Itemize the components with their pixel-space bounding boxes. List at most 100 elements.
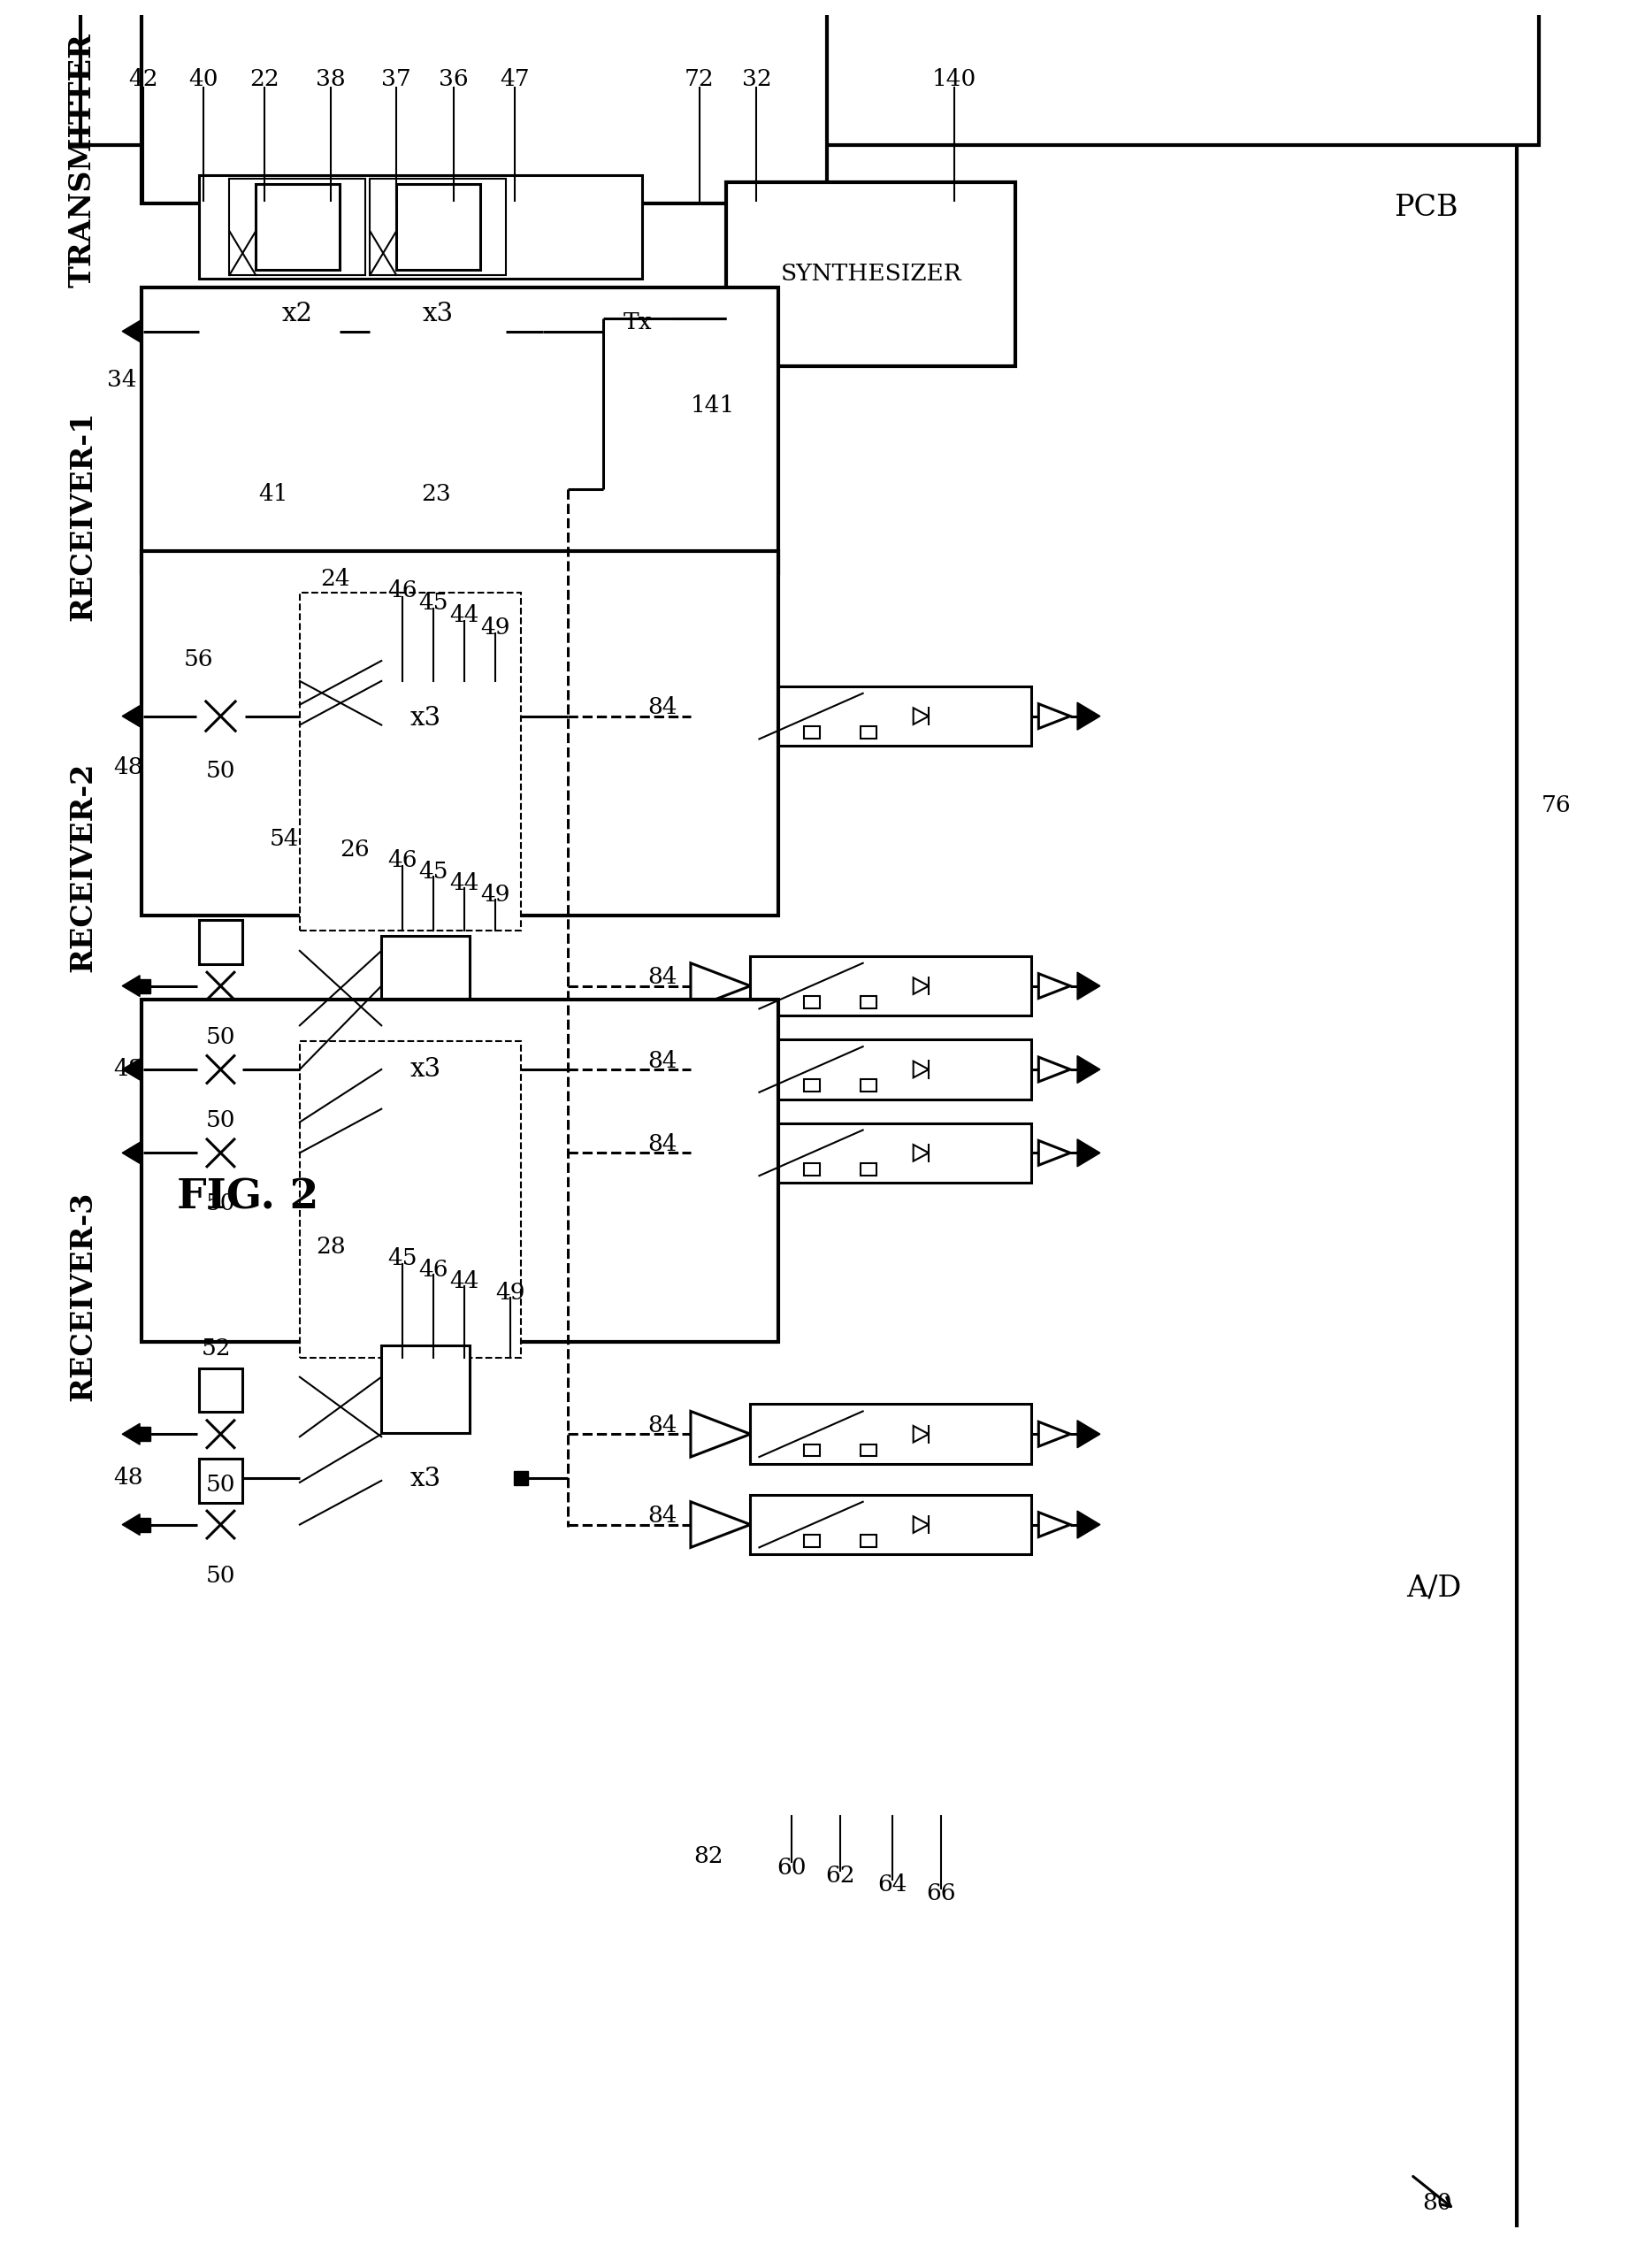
Bar — [381, 937, 469, 1023]
Text: 45: 45 — [388, 1247, 417, 1270]
Bar — [725, 181, 1015, 367]
Text: 23: 23 — [421, 483, 452, 506]
Text: 76: 76 — [1540, 794, 1571, 816]
Bar — [804, 1163, 820, 1175]
Text: 47: 47 — [500, 68, 530, 91]
Bar — [804, 1445, 820, 1456]
Bar — [396, 184, 479, 270]
Text: 62: 62 — [825, 1864, 854, 1887]
Text: 49: 49 — [496, 1281, 525, 1304]
Polygon shape — [122, 975, 140, 996]
Bar — [750, 957, 1032, 1016]
Text: 46: 46 — [388, 578, 417, 601]
Text: 28: 28 — [316, 1236, 346, 1259]
Text: 84: 84 — [647, 1504, 678, 1526]
Text: 22: 22 — [249, 68, 279, 91]
Text: 50: 50 — [205, 1109, 235, 1132]
Bar — [199, 1368, 243, 1413]
Text: Tx: Tx — [624, 311, 652, 333]
Text: 38: 38 — [316, 68, 346, 91]
Text: 32: 32 — [742, 68, 771, 91]
Text: 72: 72 — [685, 68, 714, 91]
Text: 44: 44 — [450, 603, 479, 626]
Bar — [142, 551, 779, 916]
Bar — [861, 1445, 877, 1456]
Text: 41: 41 — [259, 483, 289, 506]
Bar — [142, 288, 779, 574]
Bar — [199, 1458, 243, 1504]
Text: x3: x3 — [409, 705, 440, 730]
Text: 49: 49 — [481, 617, 510, 640]
Bar — [513, 1472, 528, 1486]
Bar — [750, 1404, 1032, 1463]
Text: 34: 34 — [108, 370, 137, 390]
Text: 141: 141 — [691, 395, 735, 417]
Bar — [750, 1039, 1032, 1100]
Bar — [197, 644, 244, 692]
Bar — [603, 297, 673, 347]
Text: TRANSMITTER: TRANSMITTER — [68, 32, 98, 288]
Text: x3: x3 — [409, 1467, 440, 1492]
Text: 40: 40 — [187, 68, 218, 91]
Text: 49: 49 — [481, 885, 510, 905]
Text: RECEIVER-2: RECEIVER-2 — [68, 762, 98, 973]
Text: 26: 26 — [341, 839, 370, 862]
Bar — [137, 1517, 150, 1531]
Bar — [750, 1495, 1032, 1554]
Bar — [861, 1535, 877, 1547]
Polygon shape — [1077, 1510, 1100, 1538]
Text: 84: 84 — [647, 1415, 678, 1436]
Text: 45: 45 — [419, 592, 448, 615]
Bar — [230, 179, 365, 274]
Text: 60: 60 — [778, 1855, 807, 1878]
Bar — [199, 921, 243, 964]
Bar — [142, 0, 826, 204]
Bar — [381, 1345, 469, 1433]
Text: 84: 84 — [647, 1050, 678, 1073]
Text: A/D: A/D — [1407, 1574, 1462, 1601]
Text: FIG. 2: FIG. 2 — [176, 1177, 318, 1218]
Bar — [804, 996, 820, 1009]
Text: 44: 44 — [450, 873, 479, 894]
Text: 45: 45 — [419, 860, 448, 882]
Text: 50: 50 — [205, 1474, 235, 1497]
Text: 48: 48 — [114, 1467, 143, 1490]
Bar — [135, 324, 152, 340]
Polygon shape — [122, 320, 140, 342]
Polygon shape — [122, 1424, 140, 1445]
Bar — [300, 592, 522, 930]
Bar — [142, 1000, 779, 1343]
Bar — [861, 1163, 877, 1175]
Text: 46: 46 — [388, 848, 417, 871]
Text: x2: x2 — [282, 302, 313, 327]
Text: 56: 56 — [184, 649, 214, 669]
Text: 42: 42 — [129, 68, 158, 91]
Polygon shape — [122, 1143, 140, 1163]
Bar — [199, 1002, 243, 1048]
Text: 54: 54 — [271, 828, 300, 850]
Text: 36: 36 — [438, 68, 468, 91]
Polygon shape — [1077, 1139, 1100, 1166]
Bar — [137, 1427, 150, 1440]
Text: 84: 84 — [647, 696, 678, 719]
Bar — [381, 594, 469, 676]
Bar — [300, 1041, 522, 1359]
Text: 64: 64 — [879, 1873, 908, 1896]
Text: 52: 52 — [202, 1338, 231, 1361]
Text: 82: 82 — [693, 1844, 724, 1867]
Bar — [137, 710, 150, 723]
Text: x3: x3 — [422, 302, 453, 327]
Text: 24: 24 — [319, 567, 350, 590]
Bar — [750, 687, 1032, 746]
Bar — [370, 179, 507, 274]
Bar — [199, 175, 642, 279]
Polygon shape — [122, 1059, 140, 1080]
Text: 37: 37 — [381, 68, 411, 91]
Bar — [137, 980, 150, 993]
Text: 50: 50 — [205, 1025, 235, 1048]
Text: 50: 50 — [205, 1193, 235, 1216]
Text: x3: x3 — [409, 1057, 440, 1082]
Text: 46: 46 — [419, 1259, 448, 1281]
Bar — [804, 1535, 820, 1547]
Text: 140: 140 — [932, 68, 976, 91]
